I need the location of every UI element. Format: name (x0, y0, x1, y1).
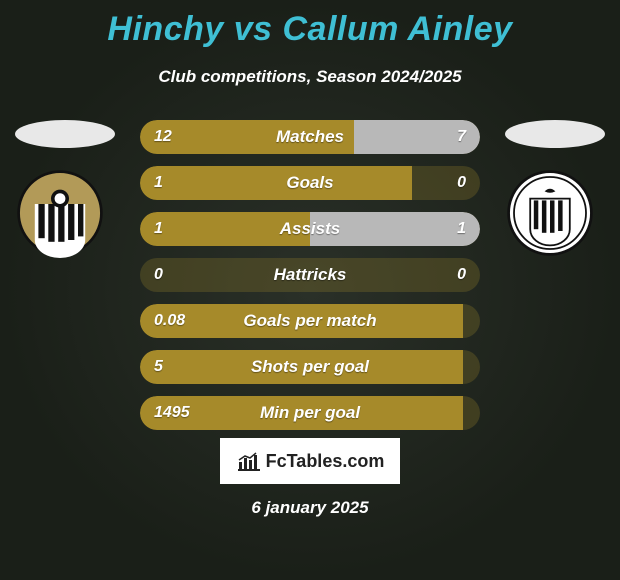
stat-row: 1 Assists 1 (140, 212, 480, 246)
stat-value-right: 7 (457, 120, 466, 154)
stat-row: 1 Goals 0 (140, 166, 480, 200)
left-player-ellipse (15, 120, 115, 148)
right-player-badge (505, 120, 605, 263)
stat-label: Min per goal (140, 396, 480, 430)
stat-label: Goals (140, 166, 480, 200)
stat-label: Hattricks (140, 258, 480, 292)
stat-row: 5 Shots per goal (140, 350, 480, 384)
chart-icon (236, 450, 262, 472)
left-team-crest-icon (15, 168, 105, 258)
stat-row: 0.08 Goals per match (140, 304, 480, 338)
stat-label: Assists (140, 212, 480, 246)
stat-value-right: 0 (457, 166, 466, 200)
stat-row: 0 Hattricks 0 (140, 258, 480, 292)
stat-row: 1495 Min per goal (140, 396, 480, 430)
watermark: FcTables.com (220, 438, 400, 484)
watermark-text: FcTables.com (266, 451, 385, 472)
comparison-subtitle: Club competitions, Season 2024/2025 (0, 67, 620, 87)
stat-value-right: 1 (457, 212, 466, 246)
stats-container: 12 Matches 7 1 Goals 0 1 Assists 1 0 Hat… (140, 120, 480, 442)
stat-row: 12 Matches 7 (140, 120, 480, 154)
stat-label: Goals per match (140, 304, 480, 338)
comparison-title: Hinchy vs Callum Ainley (0, 0, 620, 49)
stat-label: Shots per goal (140, 350, 480, 384)
right-player-ellipse (505, 120, 605, 148)
stat-label: Matches (140, 120, 480, 154)
stat-value-right: 0 (457, 258, 466, 292)
generated-date: 6 january 2025 (0, 498, 620, 518)
right-team-crest-icon (505, 168, 595, 258)
left-player-badge (15, 120, 115, 263)
